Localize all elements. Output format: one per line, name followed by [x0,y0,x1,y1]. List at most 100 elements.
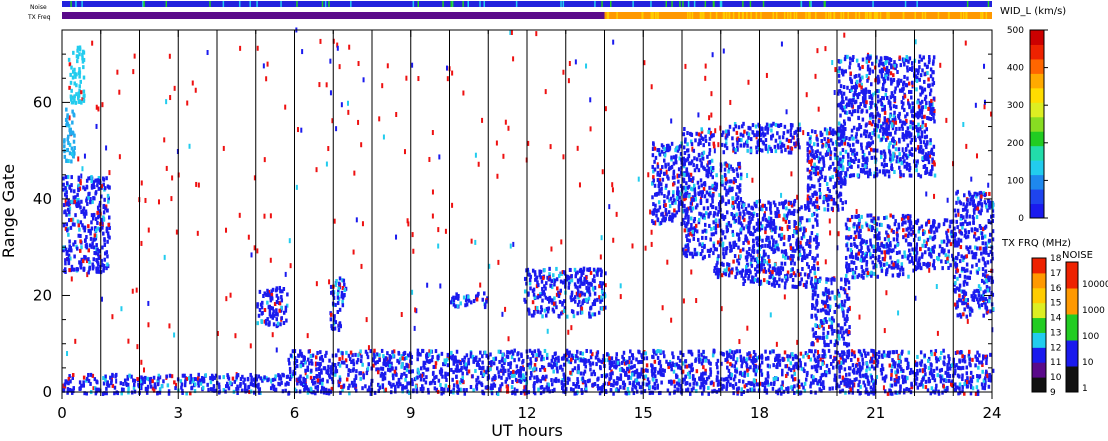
region-cell [880,268,884,273]
region-cell [889,153,892,158]
region-cell [844,172,848,177]
region-cell [957,298,961,303]
region-cell [65,123,68,128]
speckle-point [407,221,410,227]
region-cell [77,183,80,188]
region-cell [725,246,728,251]
region-cell [907,274,910,279]
region-cell [711,183,714,188]
region-cell [732,127,736,132]
region-cell [863,131,866,136]
region-cell [338,322,342,327]
region-cell [726,262,729,267]
region-cell [561,302,564,307]
region-cell [77,200,80,205]
region-cell [795,226,798,231]
region-cell [661,211,664,216]
region-cell [687,232,690,237]
region-cell [932,96,936,101]
region-cell [338,307,342,312]
region-cell [853,153,857,158]
region-cell [927,156,930,161]
region-cell [932,59,935,64]
region-cell [962,296,966,301]
region-cell [850,98,854,103]
region-cell [895,63,898,68]
region-cell [814,172,818,177]
region-cell [813,271,817,276]
region-cell [884,137,888,142]
region-cell [887,145,891,150]
region-cell [722,251,725,256]
speckle-point [936,330,939,336]
txfreq-bar-mark [869,12,871,19]
region-cell [803,272,807,277]
region-cell [697,142,700,147]
region-cell [672,161,676,166]
region-cell [702,187,706,192]
region-cell [754,267,757,272]
region-cell [345,364,349,369]
region-cell [816,142,820,147]
region-cell [727,199,730,204]
region-cell [697,191,700,196]
region-cell [986,309,989,314]
region-cell [791,246,795,251]
region-cell [868,120,872,125]
region-cell [841,206,844,211]
region-cell [583,280,586,285]
region-cell [825,335,829,340]
region-cell [836,204,840,209]
speckle-point [361,221,364,227]
region-cell [570,290,574,295]
region-cell [706,174,710,179]
region-cell [823,137,826,142]
region-cell [832,128,835,133]
region-cell [921,148,925,153]
region-cell [727,131,730,136]
region-cell [930,164,934,169]
region-cell [282,321,286,326]
region-cell [824,288,828,293]
region-cell [783,213,786,218]
region-cell [541,286,544,291]
region-cell [917,263,921,268]
region-cell [79,79,82,84]
region-cell [274,288,278,293]
region-cell [692,197,695,202]
region-cell [839,113,842,118]
region-cell [991,229,995,234]
region-cell [989,309,992,314]
region-cell [814,217,817,222]
region-cell [681,217,685,222]
region-cell [548,295,551,300]
region-cell [721,198,725,203]
region-cell [865,239,868,244]
region-cell [826,202,830,207]
region-cell [979,286,982,291]
region-cell [677,145,681,150]
speckle-point [446,65,449,71]
region-cell [914,257,918,262]
region-cell [886,76,890,81]
region-cell [829,304,832,309]
txfreq-bar-mark [709,12,712,19]
speckle-point [974,102,977,108]
region-cell [759,221,762,226]
region-cell [738,189,741,194]
region-cell [73,222,76,227]
region-cell [667,210,671,215]
region-cell [93,184,96,189]
region-cell [816,233,819,238]
region-cell [893,97,896,102]
region-cell [773,249,777,254]
region-cell [106,239,109,244]
speckle-point [325,82,328,88]
region-cell [775,240,778,245]
region-cell [871,219,875,224]
region-cell [827,288,830,293]
region-cell [683,172,686,177]
region-cell [749,253,753,258]
region-cell [552,309,556,314]
region-cell [82,225,85,230]
